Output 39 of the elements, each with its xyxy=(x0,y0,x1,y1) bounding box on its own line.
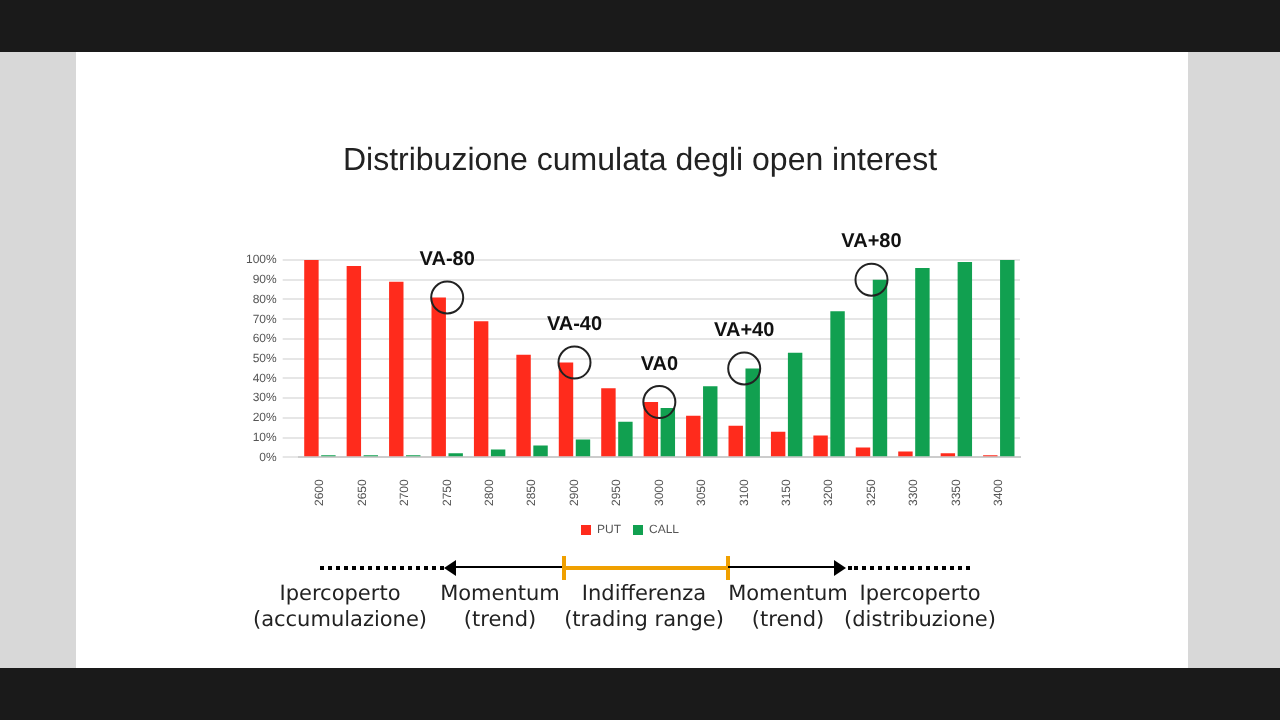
bar xyxy=(618,421,633,457)
bar xyxy=(558,362,574,457)
bar xyxy=(898,451,913,457)
bar xyxy=(915,267,930,457)
bar xyxy=(575,439,591,457)
chart-title: Distribuzione cumulata degli open interest xyxy=(340,144,940,180)
text: Ipercoperto (accumulazione) xyxy=(250,582,430,634)
bar xyxy=(304,260,319,457)
bar xyxy=(770,431,786,457)
annotation: VA+80 xyxy=(841,231,903,254)
bar xyxy=(516,354,531,457)
bar xyxy=(686,415,701,457)
text: Momentum (trend) xyxy=(728,582,848,632)
annotation: VA0 xyxy=(640,353,679,376)
text: Indifferenza (trading range) xyxy=(564,582,724,632)
bar xyxy=(1000,260,1015,457)
bar xyxy=(855,447,871,457)
annotation: VA-80 xyxy=(419,248,476,271)
text: Momentum (trend) xyxy=(440,582,560,632)
bar xyxy=(787,352,803,457)
bar xyxy=(490,449,506,457)
text: Ipercoperto (distribuzione) xyxy=(844,582,996,632)
bar xyxy=(830,311,845,457)
bar xyxy=(346,265,362,457)
annotation: VA+40 xyxy=(714,320,776,343)
annotation: VA-40 xyxy=(546,314,603,337)
bar xyxy=(643,402,659,457)
bar xyxy=(431,297,446,457)
bar xyxy=(660,407,676,457)
bar xyxy=(473,321,489,457)
bar xyxy=(813,435,828,457)
bar xyxy=(728,425,743,457)
bar xyxy=(957,261,973,457)
bar xyxy=(872,279,888,457)
bar xyxy=(533,445,548,457)
bar xyxy=(601,388,616,457)
bar xyxy=(703,386,718,457)
bar xyxy=(745,368,760,457)
bar xyxy=(389,281,404,457)
